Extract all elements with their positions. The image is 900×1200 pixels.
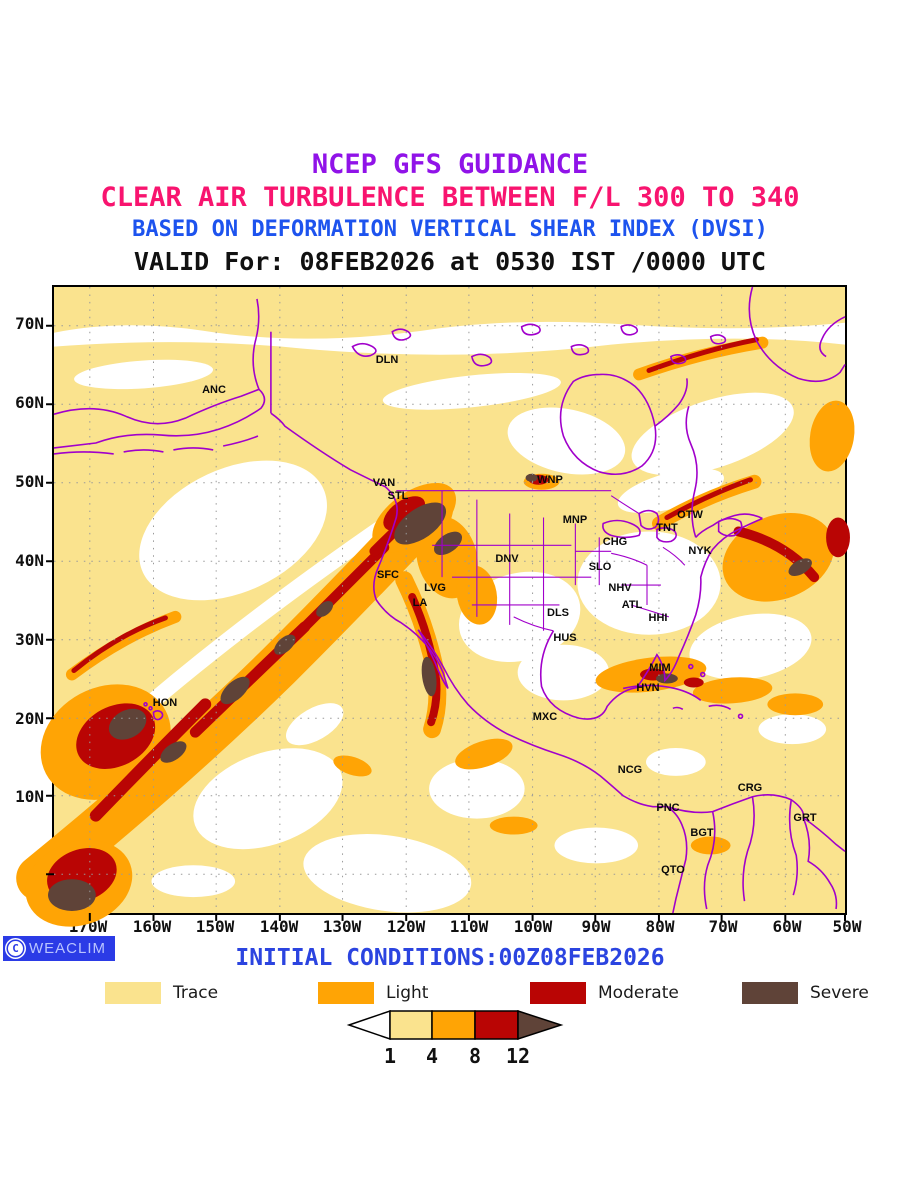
legend-item-severe: Severe: [742, 982, 869, 1004]
station-label-hhi: HHI: [648, 612, 668, 624]
legend-swatch-moderate: [530, 982, 586, 1004]
lon-label: 50W: [832, 917, 862, 936]
station-label-mim: MIM: [649, 662, 671, 674]
station-label-ncg: NCG: [617, 764, 643, 776]
station-label-nyk: NYK: [688, 545, 712, 557]
legend-swatch-severe: [742, 982, 798, 1004]
station-label-stl: STL: [387, 490, 409, 502]
lon-label: 130W: [322, 917, 362, 936]
title-block: NCEP GFS GUIDANCE CLEAR AIR TURBULENCE B…: [0, 148, 900, 278]
legend-label: Moderate: [598, 983, 679, 1003]
model-title: NCEP GFS GUIDANCE: [311, 149, 589, 180]
colorbar-seg-trace: [389, 1010, 433, 1040]
station-label-nhv: NHV: [608, 582, 632, 594]
station-label-hvn: HVN: [636, 682, 660, 694]
legend-swatch-light: [318, 982, 374, 1004]
station-label-atl: ATL: [621, 599, 643, 611]
legend-label: Light: [386, 983, 429, 1003]
coastlines-borders: [53, 286, 846, 914]
colorbar-tick: 4: [425, 1044, 439, 1068]
legend-item-light: Light: [318, 982, 428, 1004]
station-label-sfc: SFC: [377, 569, 399, 581]
axis-ticks: [46, 324, 846, 921]
product-title: CLEAR AIR TURBULENCE BETWEEN F/L 300 TO …: [100, 182, 800, 213]
station-label-chg: CHG: [602, 536, 628, 548]
legend-label: Trace: [173, 983, 219, 1003]
station-label-lvg: LVG: [424, 582, 446, 594]
station-label-qto: QTO: [661, 864, 685, 876]
lat-label: 20N: [15, 709, 44, 728]
lon-label: 110W: [449, 917, 489, 936]
valid-time-title: VALID For: 08FEB2026 at 0530 IST /0000 U…: [133, 247, 767, 276]
station-label-wnp: WNP: [537, 474, 563, 486]
station-label-anc: ANC: [202, 384, 226, 396]
station-label-crg: CRG: [737, 782, 763, 794]
station-label-dnv: DNV: [495, 553, 519, 565]
severity-legend: Trace Light Moderate Severe: [0, 982, 900, 1006]
lon-label: 150W: [195, 917, 235, 936]
colorbar-seg-light: [431, 1010, 476, 1040]
lat-label: 50N: [15, 472, 44, 491]
legend-label: Severe: [810, 983, 869, 1003]
lat-label: 40N: [15, 551, 44, 570]
lon-label: 80W: [645, 917, 675, 936]
station-label-tnt: TNT: [656, 522, 678, 534]
lon-label: 60W: [772, 917, 802, 936]
station-label-dls: DLS: [547, 607, 569, 619]
legend-swatch-trace: [105, 982, 161, 1004]
weaclim-logo-text: WEACLIM: [29, 940, 107, 957]
legend-item-trace: Trace: [105, 982, 218, 1004]
station-label-pnc: PNC: [656, 802, 680, 814]
index-basis-title: BASED ON DEFORMATION VERTICAL SHEAR INDE…: [132, 217, 768, 242]
lat-label: 10N: [15, 787, 44, 806]
initial-conditions-text: INITIAL CONDITIONS:00Z08FEB2026: [235, 945, 665, 971]
station-label-hus: HUS: [553, 632, 577, 644]
colorbar-tick: 1: [383, 1044, 397, 1068]
lat-label: 70N: [15, 314, 44, 333]
lat-label: 60N: [15, 393, 44, 412]
station-label-hon: HON: [152, 697, 178, 709]
lon-label: 140W: [259, 917, 299, 936]
copyright-icon: C: [8, 941, 23, 956]
lon-label: 70W: [708, 917, 738, 936]
colorbar: 1 4 8 12: [340, 1008, 575, 1070]
colorbar-tick: 8: [468, 1044, 482, 1068]
colorbar-seg-moderate: [474, 1010, 519, 1040]
station-label-bgt: BGT: [690, 827, 714, 839]
lon-label: 100W: [513, 917, 553, 936]
lon-label: 160W: [132, 917, 172, 936]
severe-turbulence-layer: [48, 473, 812, 912]
lon-label: 120W: [386, 917, 426, 936]
graticule: [54, 287, 845, 913]
legend-item-moderate: Moderate: [530, 982, 679, 1004]
colorbar-right-tip: [517, 1009, 564, 1041]
weaclim-logo: C WEACLIM: [3, 936, 116, 961]
station-label-la: LA: [412, 597, 428, 609]
colorbar-tick: 12: [505, 1044, 531, 1068]
station-label-dln: DLN: [375, 354, 399, 366]
lon-label: 90W: [581, 917, 611, 936]
station-label-mnp: MNP: [562, 514, 588, 526]
colorbar-left-tip: [346, 1009, 391, 1041]
station-label-van: VAN: [372, 477, 396, 489]
colorbar-arrow: [346, 1009, 564, 1041]
station-label-grt: GRT: [793, 812, 817, 824]
station-label-mxc: MXC: [532, 711, 558, 723]
turbulence-map-canvas: [16, 286, 855, 927]
clear-air-gaps: [74, 359, 827, 913]
station-label-slo: SLO: [588, 561, 612, 573]
station-label-otw: OTW: [677, 509, 703, 521]
map-frame: DLN ANC VAN STL WNP OTW MNP TNT CHG NYK DNV SLO SFC N…: [16, 285, 855, 927]
lat-label: 30N: [15, 630, 44, 649]
